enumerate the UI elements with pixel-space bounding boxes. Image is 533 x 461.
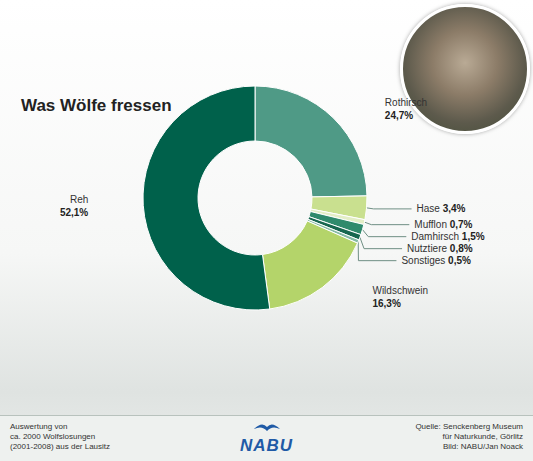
svg-text:3,4%: 3,4% <box>443 203 466 214</box>
html-text:ca. 2000 Wolfslosungen: ca. 2000 Wolfslosungen <box>10 432 96 441</box>
svg-text:0,7%: 0,7% <box>450 219 473 230</box>
svg-text:Nutztiere: Nutztiere <box>407 243 450 254</box>
svg-text:Wildschwein: Wildschwein <box>372 285 428 296</box>
svg-text:Reh: Reh <box>70 194 88 205</box>
svg-text:Was Wölfe fressen: Was Wölfe fressen <box>21 96 172 115</box>
html-text:für Naturkunde, Görlitz: für Naturkunde, Görlitz <box>442 432 523 441</box>
html-text:(2001-2008) aus der Lausitz: (2001-2008) aus der Lausitz <box>10 442 111 451</box>
svg-text:52,1%: 52,1% <box>60 207 88 218</box>
svg-text:Mufflon: Mufflon <box>414 219 449 230</box>
svg-text:Damhirsch: Damhirsch <box>411 231 462 242</box>
html-text:NABU: NABU <box>239 436 293 455</box>
svg-text:Sonstiges: Sonstiges <box>401 255 448 266</box>
svg-text:16,3%: 16,3% <box>372 298 400 309</box>
svg-text:1,5%: 1,5% <box>462 231 485 242</box>
svg-text:Rothirsch: Rothirsch <box>385 97 427 108</box>
svg-text:Hase: Hase <box>417 203 443 214</box>
html-text:Bild: NABU/Jan Noack: Bild: NABU/Jan Noack <box>443 442 523 451</box>
svg-text:24,7%: 24,7% <box>385 110 413 121</box>
html-text:Auswertung von: Auswertung von <box>10 422 68 431</box>
svg-text:0,5%: 0,5% <box>448 255 471 266</box>
svg-text:0,8%: 0,8% <box>450 243 473 254</box>
html-text:Quelle: Senckenberg Museum: Quelle: Senckenberg Museum <box>415 422 523 431</box>
